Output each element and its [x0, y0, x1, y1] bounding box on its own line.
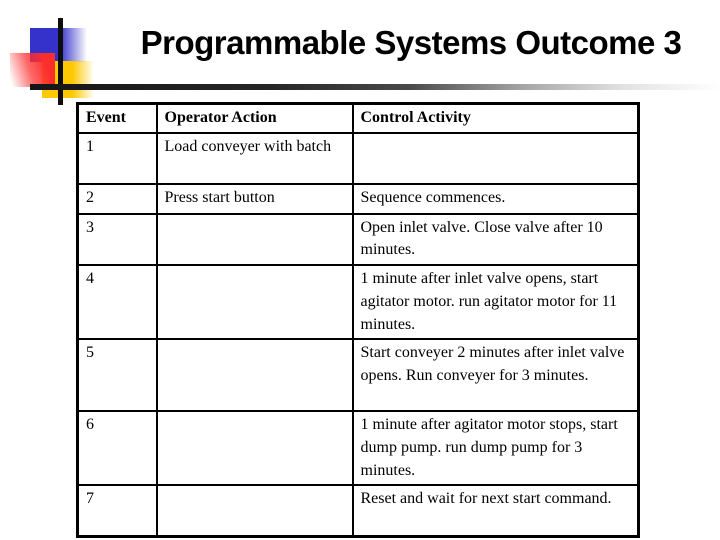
cell-operator-action: Press start button — [155, 182, 354, 215]
cell-operator-action — [155, 264, 354, 341]
cell-event: 1 — [76, 131, 158, 185]
cell-operator-action: Load conveyer with batch — [155, 131, 354, 185]
cell-event: 3 — [76, 212, 158, 267]
table-row: 4 1 minute after inlet valve opens, star… — [76, 264, 640, 341]
slide-title: Programmable Systems Outcome 3 — [140, 24, 682, 61]
event-table: Event Operator Action Control Activity 1… — [76, 102, 640, 538]
cell-operator-action — [155, 212, 354, 267]
table-row: 2 Press start button Sequence commences. — [76, 182, 640, 215]
cell-control-activity — [351, 131, 640, 185]
cell-event: 7 — [76, 484, 158, 538]
table-row: 6 1 minute after agitator motor stops, s… — [76, 410, 640, 487]
cell-operator-action — [155, 484, 354, 538]
cell-operator-action — [155, 410, 354, 487]
cell-operator-action — [155, 338, 354, 413]
cell-control-activity: Start conveyer 2 minutes after inlet val… — [351, 338, 640, 413]
table-body: 1 Load conveyer with batch 2 Press start… — [76, 131, 640, 538]
table-row: 3 Open inlet valve. Close valve after 10… — [76, 212, 640, 267]
cell-control-activity: 1 minute after agitator motor stops, sta… — [351, 410, 640, 487]
cell-control-activity: 1 minute after inlet valve opens, start … — [351, 264, 640, 341]
cell-control-activity: Sequence commences. — [351, 182, 640, 215]
cell-event: 5 — [76, 338, 158, 413]
column-header-event: Event — [76, 102, 158, 134]
cell-control-activity: Reset and wait for next start command. — [351, 484, 640, 538]
decor-vertical-line — [58, 18, 63, 105]
table-row: 7 Reset and wait for next start command. — [76, 484, 640, 538]
decor-red-square-icon — [10, 53, 55, 87]
title-divider-line — [30, 84, 720, 90]
column-header-operator-action: Operator Action — [155, 102, 354, 134]
cell-control-activity: Open inlet valve. Close valve after 10 m… — [351, 212, 640, 267]
cell-event: 2 — [76, 182, 158, 215]
column-header-control-activity: Control Activity — [351, 102, 640, 134]
cell-event: 6 — [76, 410, 158, 487]
table-row: 5 Start conveyer 2 minutes after inlet v… — [76, 338, 640, 413]
table-header-row: Event Operator Action Control Activity — [76, 102, 640, 134]
cell-event: 4 — [76, 264, 158, 341]
table-row: 1 Load conveyer with batch — [76, 131, 640, 185]
